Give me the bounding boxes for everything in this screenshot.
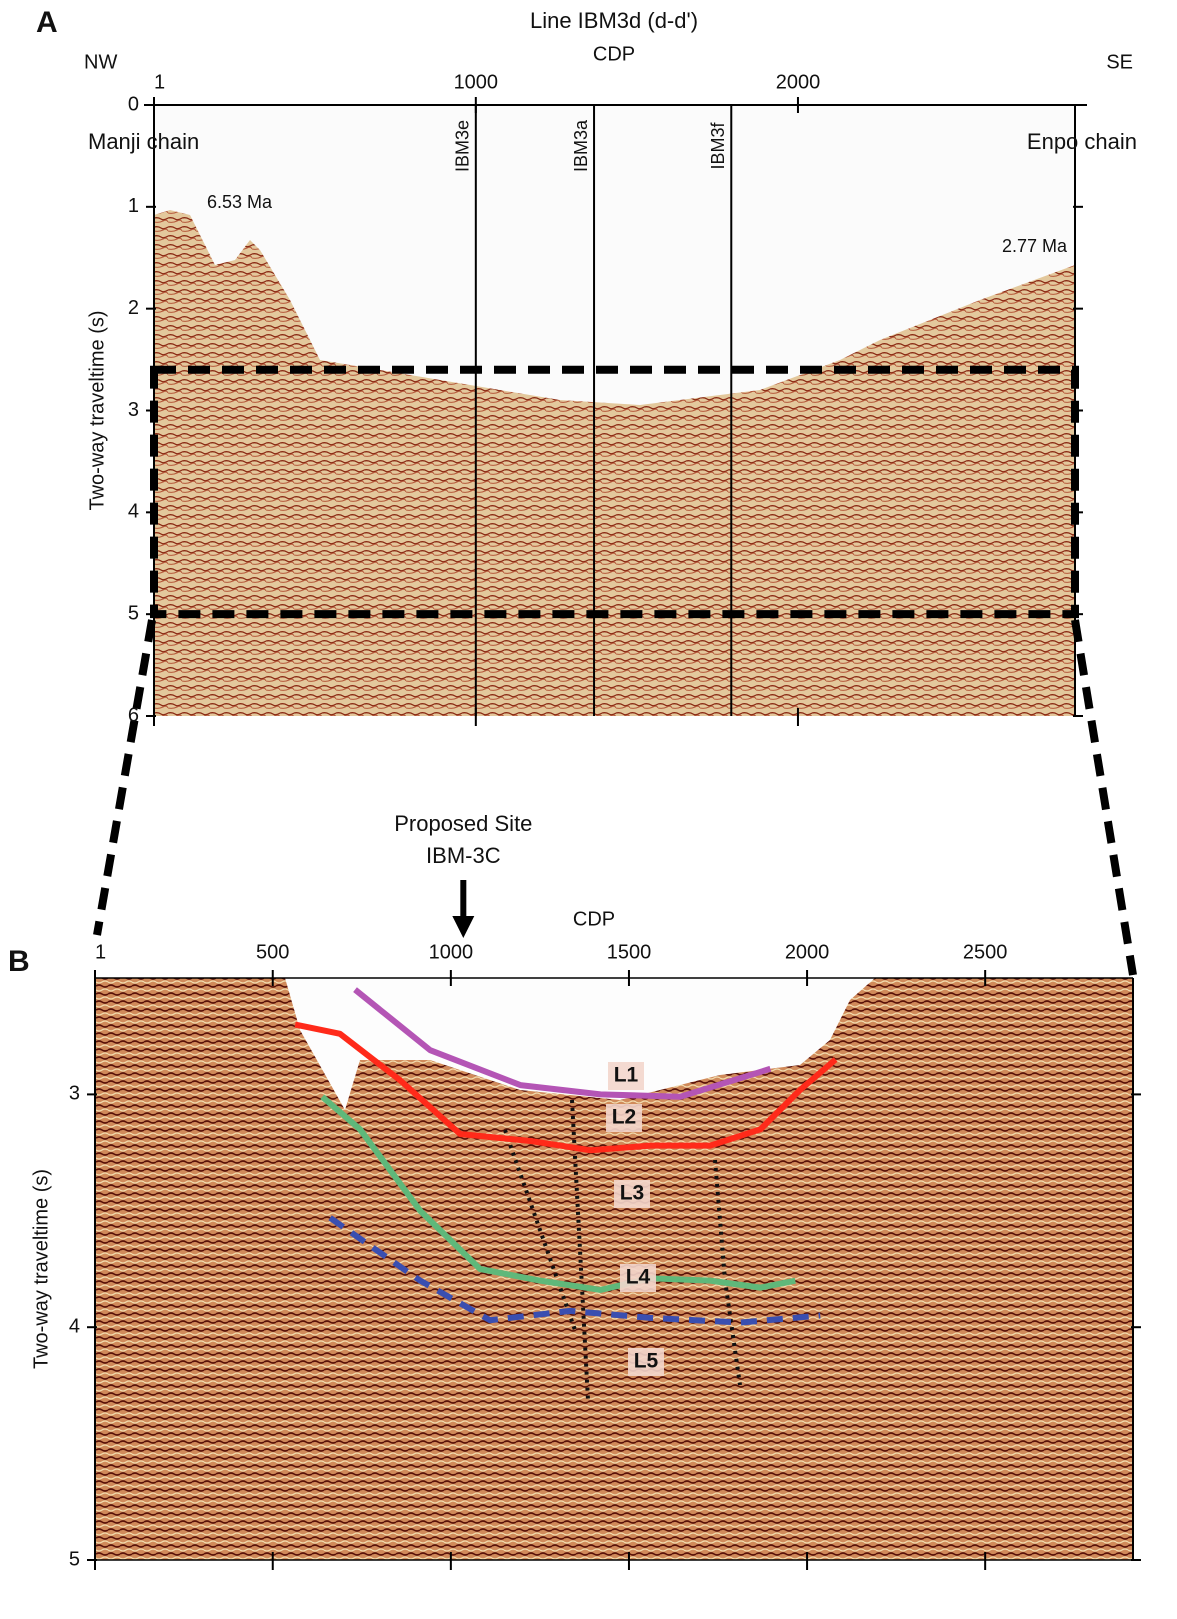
crossing-label-bg	[570, 113, 591, 179]
x-tick-label: 1500	[607, 941, 652, 963]
layer-label-bg	[628, 1348, 664, 1376]
x-tick-label: 2500	[963, 941, 1008, 963]
x-tick-label: 2000	[776, 71, 821, 93]
chart-title: Line IBM3d (d-d')	[530, 8, 698, 33]
layer-label: L3	[620, 1182, 645, 1205]
y-tick-label: 4	[128, 501, 139, 523]
crossing-label-bg	[451, 113, 472, 179]
water-column	[285, 978, 875, 1110]
y-tick-label: 6	[128, 704, 139, 726]
x-tick-label: 1	[154, 71, 165, 93]
water-column	[154, 105, 1075, 405]
feature-label: Enpo chain	[1027, 129, 1137, 154]
layer-label-bg	[614, 1180, 650, 1208]
crossing-label: IBM3a	[571, 119, 591, 172]
y-tick-label: 5	[128, 602, 139, 624]
horizon	[328, 1215, 821, 1326]
crossing-label-bg	[707, 113, 728, 179]
fault	[503, 1129, 577, 1331]
horizon	[294, 1021, 838, 1154]
crossing-label: IBM3f	[708, 121, 728, 169]
y-tick-label: 4	[69, 1315, 80, 1337]
zoom-connectors	[93, 619, 1137, 976]
layer-label: L5	[634, 1350, 659, 1373]
panel-label: B	[8, 945, 30, 978]
layer-label-bg	[606, 1104, 642, 1132]
x-tick-label: 1000	[429, 941, 474, 963]
y-tick-label: 0	[128, 93, 139, 115]
y-tick-label: 5	[69, 1548, 80, 1570]
site-label: Proposed Site	[394, 811, 532, 836]
horizon	[320, 1094, 796, 1293]
site-label: IBM-3C	[426, 843, 501, 868]
direction-label: NW	[84, 51, 117, 73]
feature-label: Manji chain	[88, 129, 199, 154]
zoom-box	[150, 365, 1079, 619]
site-arrowhead	[452, 916, 475, 938]
direction-label: SE	[1106, 51, 1133, 73]
y-axis-title: Two-way traveltime (s)	[86, 310, 108, 510]
x-axis-title: CDP	[593, 43, 635, 65]
age-label: 6.53 Ma	[207, 192, 273, 212]
y-tick-label: 1	[128, 195, 139, 217]
layer-label-bg	[620, 1264, 656, 1292]
y-axis-title: Two-way traveltime (s)	[30, 1169, 52, 1369]
x-tick-label: 2000	[785, 941, 830, 963]
x-tick-label: 1000	[454, 71, 499, 93]
age-label: 2.77 Ma	[1002, 236, 1068, 256]
y-tick-label: 3	[128, 399, 139, 421]
connector	[1071, 619, 1137, 976]
y-tick-label: 3	[69, 1083, 80, 1105]
y-tick-label: 2	[128, 297, 139, 319]
connector	[93, 619, 156, 936]
horizon	[353, 987, 772, 1100]
x-axis-title: CDP	[573, 908, 615, 930]
x-tick-label: 1	[95, 941, 106, 963]
layer-label: L2	[612, 1106, 637, 1129]
layer-label: L4	[626, 1266, 651, 1289]
layer-label-bg	[608, 1062, 644, 1090]
panel-label: A	[36, 6, 58, 39]
crossing-label: IBM3e	[453, 120, 473, 172]
x-tick-label: 500	[256, 941, 289, 963]
layer-label: L1	[614, 1064, 639, 1087]
